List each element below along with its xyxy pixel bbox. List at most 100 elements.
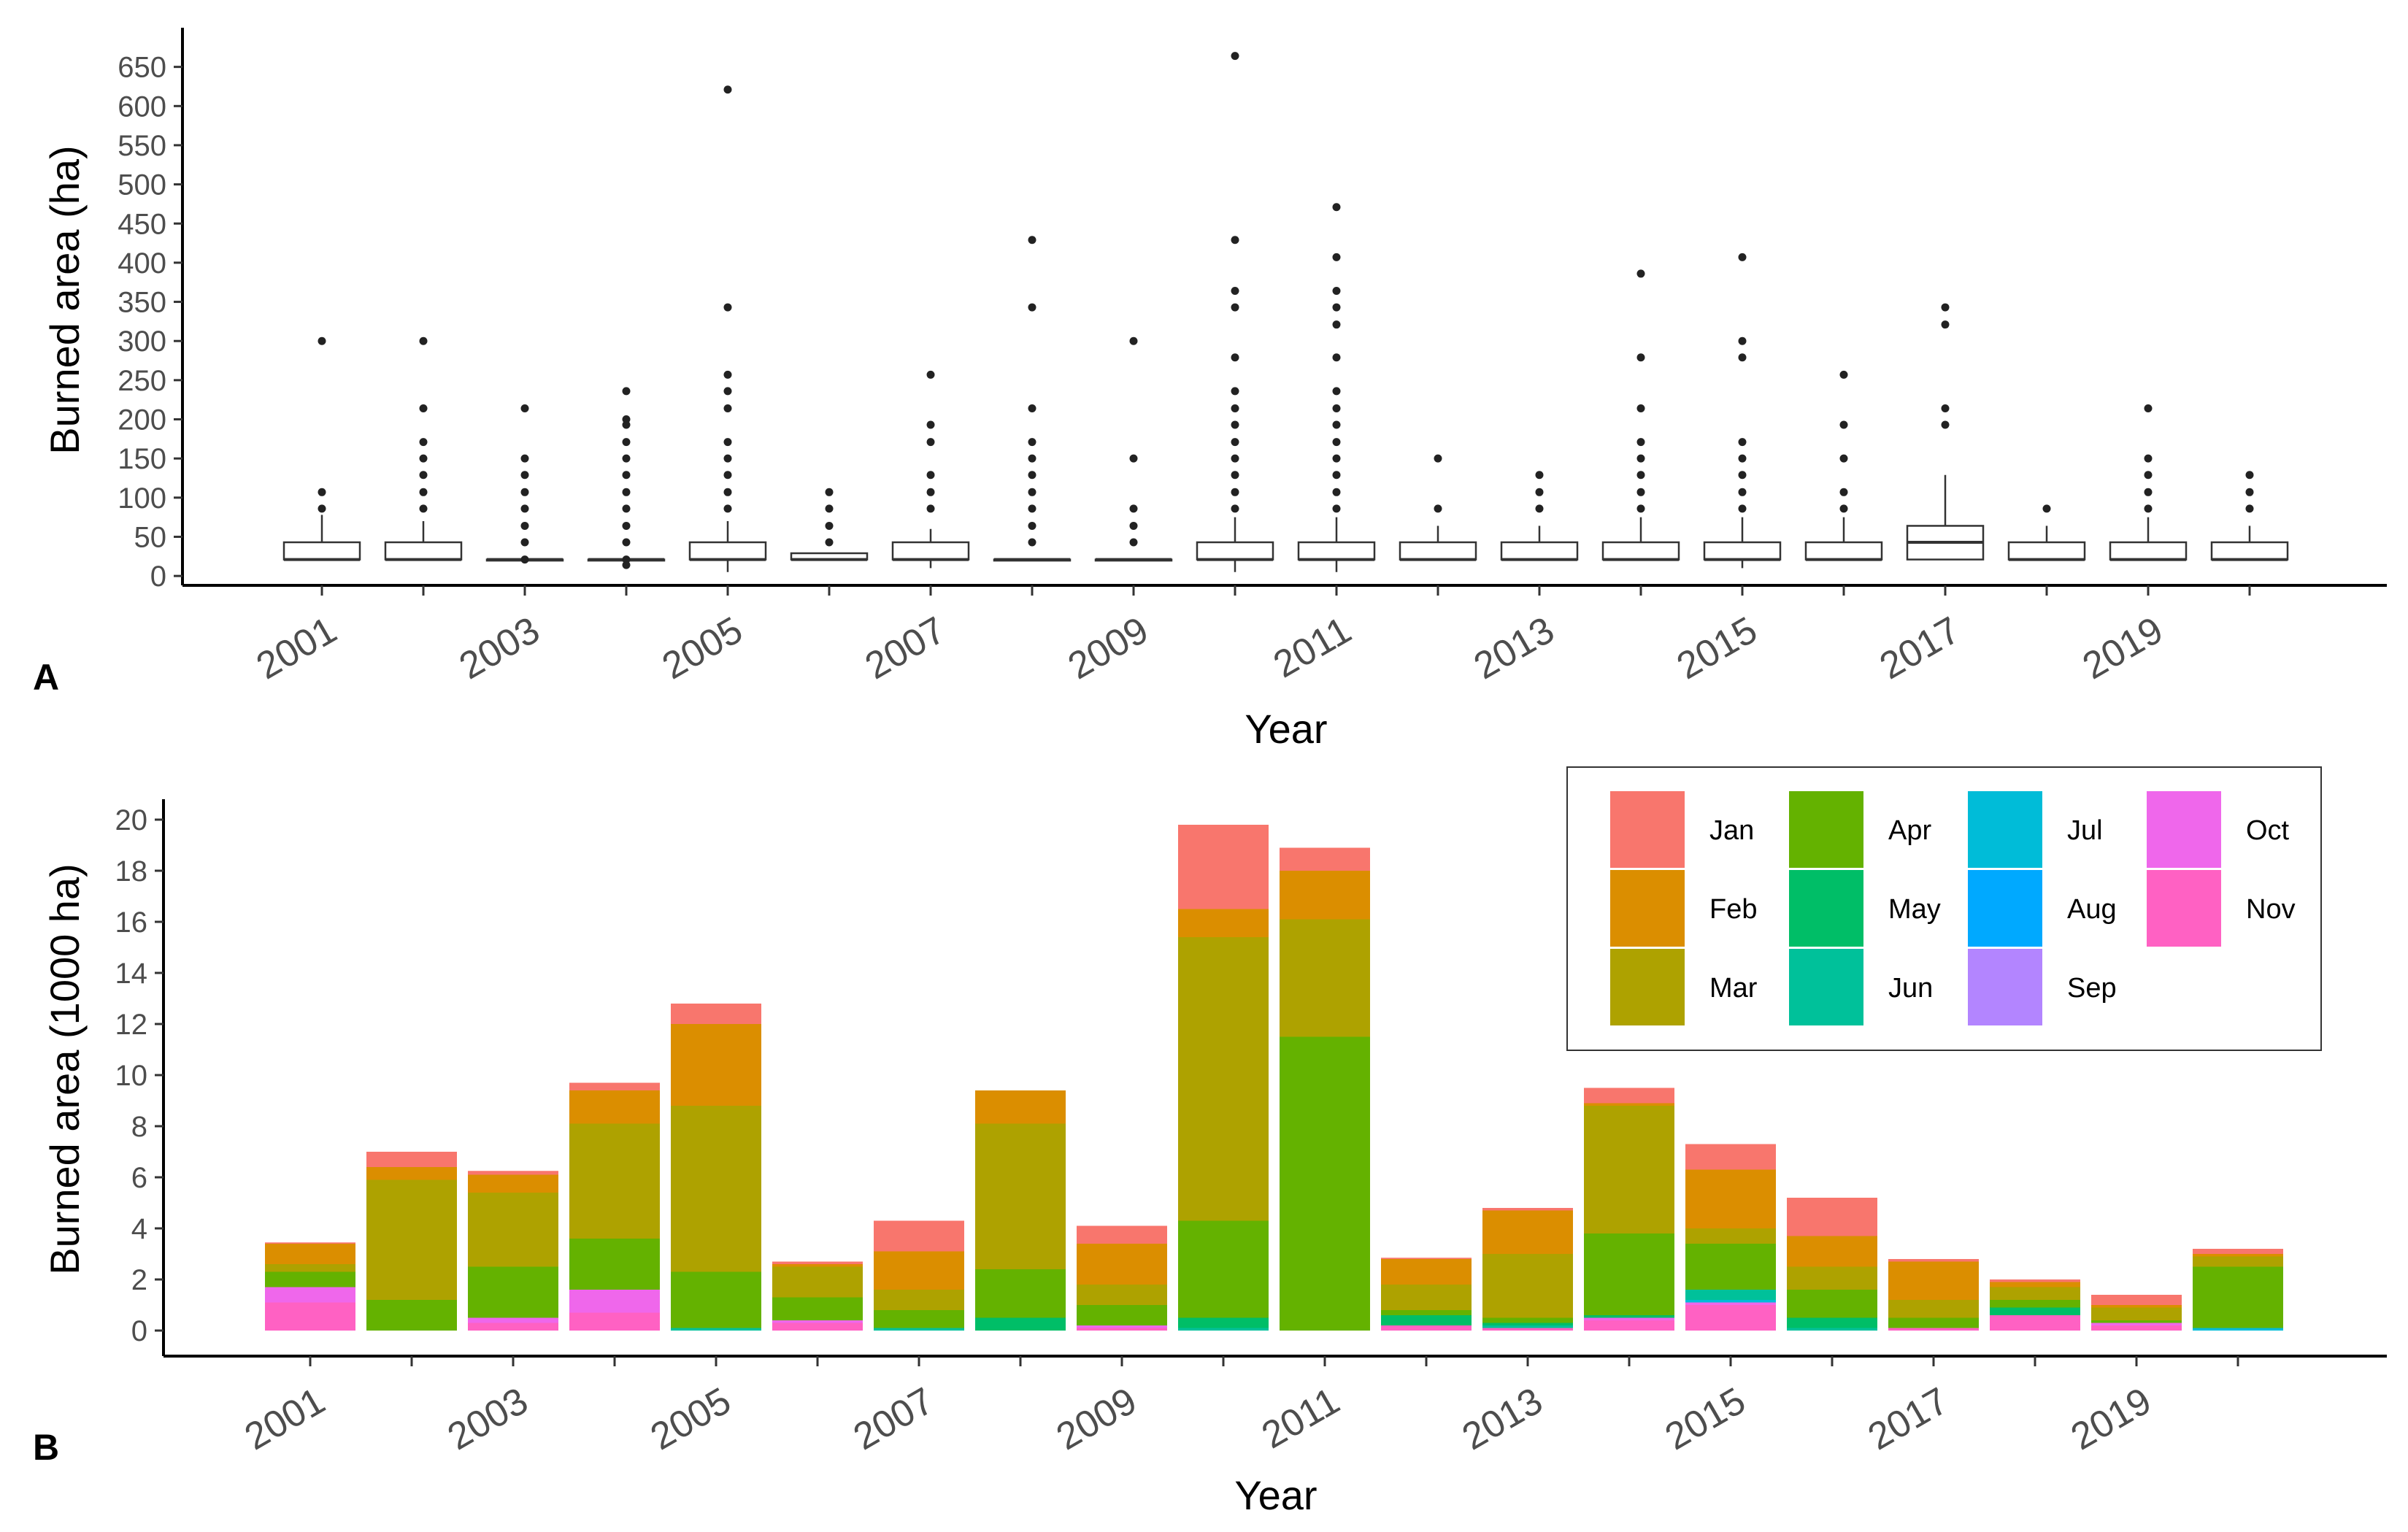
- legend-swatch: [1609, 790, 1686, 869]
- outlier-point: [2245, 471, 2254, 480]
- bar-segment-may: [1482, 1323, 1573, 1325]
- outlier-point: [926, 504, 935, 513]
- outlier-point: [1129, 504, 1138, 513]
- box-iqr: [1703, 541, 1782, 561]
- bar-segment-may: [1584, 1315, 1674, 1318]
- outlier-point: [1231, 387, 1239, 396]
- outlier-point: [1738, 504, 1747, 513]
- bar-segment-mar: [1280, 919, 1370, 1037]
- legend-swatch: [1966, 947, 2044, 1027]
- outlier-point: [1738, 253, 1747, 261]
- bar-stack-2020: [2193, 1249, 2283, 1331]
- bar-segment-mar: [671, 1106, 761, 1272]
- panel-b-y-tick-label: 4: [131, 1213, 147, 1245]
- bar-segment-oct: [2091, 1323, 2182, 1325]
- bar-stack-2007: [874, 1220, 964, 1331]
- bar-segment-oct: [1685, 1302, 1776, 1305]
- outlier-point: [2144, 504, 2153, 513]
- outlier-point: [2144, 488, 2153, 496]
- bar-segment-oct: [772, 1320, 863, 1323]
- bar-segment-mar: [874, 1290, 964, 1310]
- outlier-point: [1231, 504, 1239, 513]
- bar-segment-feb: [1888, 1261, 1979, 1300]
- outlier-point: [1738, 454, 1747, 463]
- outlier-point: [723, 387, 732, 396]
- outlier-point: [1636, 471, 1645, 480]
- panel-b-x-tick-label: 2001: [238, 1379, 332, 1458]
- bar-segment-feb: [1990, 1282, 2080, 1287]
- bar-segment-oct: [468, 1317, 558, 1323]
- outlier-point: [1332, 454, 1341, 463]
- legend-label: Mar: [1709, 973, 1758, 1004]
- legend-swatch: [1966, 790, 2044, 869]
- bar-segment-feb: [772, 1264, 863, 1267]
- bar-segment-may: [1990, 1307, 2080, 1315]
- bar-segment-jan: [569, 1082, 660, 1090]
- panel-b-x-tick-label: 2009: [1050, 1379, 1144, 1458]
- outlier-point: [1332, 488, 1341, 496]
- outlier-point: [1332, 438, 1341, 447]
- bar-segment-jul: [1685, 1300, 1776, 1303]
- box-iqr: [688, 541, 767, 561]
- panel-b-y-tick-label: 12: [115, 1009, 148, 1041]
- outlier-point: [723, 370, 732, 379]
- outlier-point: [1028, 454, 1036, 463]
- outlier-point: [1231, 454, 1239, 463]
- outlier-point: [1028, 521, 1036, 530]
- legend-label: Sep: [2067, 973, 2117, 1004]
- outlier-point: [622, 438, 631, 447]
- panel-a-y-tick-label: 350: [118, 287, 166, 319]
- bar-segment-feb: [2091, 1305, 2182, 1308]
- box-2003: [485, 404, 564, 564]
- bar-segment-apr: [1888, 1317, 1979, 1328]
- outlier-point: [723, 404, 732, 412]
- bar-segment-jan: [1077, 1225, 1167, 1244]
- bar-segment-may: [1178, 1317, 1269, 1328]
- panel-a-x-tick-label: 2003: [453, 609, 547, 688]
- panel-a-y-tick-label: 150: [118, 443, 166, 475]
- outlier-point: [622, 488, 631, 496]
- panel-b-tag: B: [33, 1427, 59, 1468]
- box-2018: [2007, 504, 2086, 561]
- outlier-point: [1941, 303, 1950, 312]
- bar-segment-mar: [1584, 1106, 1674, 1233]
- outlier-point: [1028, 236, 1036, 245]
- bar-segment-jan: [1787, 1198, 1877, 1236]
- bar-segment-feb: [1685, 1169, 1776, 1228]
- bar-segment-apr: [265, 1271, 355, 1287]
- bar-segment-feb: [975, 1090, 1066, 1124]
- bar-segment-jun: [1482, 1325, 1573, 1328]
- bar-segment-jun: [1685, 1290, 1776, 1300]
- bar-segment-mar: [1077, 1285, 1167, 1305]
- legend-swatch: [1609, 869, 1686, 948]
- outlier-point: [1636, 353, 1645, 362]
- bar-segment-oct: [265, 1287, 355, 1303]
- bar-segment-jan: [1178, 825, 1269, 909]
- bar-segment-may: [975, 1317, 1066, 1331]
- bar-segment-apr: [2091, 1320, 2182, 1323]
- bar-segment-nov: [1990, 1315, 2080, 1331]
- bar-segment-feb: [1077, 1244, 1167, 1285]
- box-iqr: [1500, 541, 1579, 561]
- outlier-point: [1941, 404, 1950, 412]
- outlier-point: [318, 504, 326, 513]
- legend-label: Aug: [2067, 894, 2117, 925]
- bar-segment-apr: [2193, 1266, 2283, 1328]
- panel-a-y-tick-label: 50: [134, 521, 167, 553]
- outlier-point: [1231, 303, 1239, 312]
- bar-segment-jan: [671, 1004, 761, 1024]
- bar-segment-feb: [366, 1167, 457, 1180]
- bar-segment-mar: [1888, 1300, 1979, 1318]
- outlier-point: [622, 555, 631, 564]
- panel-b-x-tick-label: 2013: [1455, 1379, 1550, 1458]
- bar-segment-mar: [975, 1123, 1066, 1269]
- outlier-point: [723, 438, 732, 447]
- bar-segment-jan: [772, 1261, 863, 1264]
- box-2001: [282, 336, 361, 561]
- outlier-point: [1636, 269, 1645, 278]
- bar-stack-2009: [1077, 1225, 1167, 1331]
- legend-item-jul: Jul: [1966, 790, 2103, 869]
- box-iqr: [2210, 541, 2289, 561]
- bar-stack-2006: [772, 1261, 863, 1331]
